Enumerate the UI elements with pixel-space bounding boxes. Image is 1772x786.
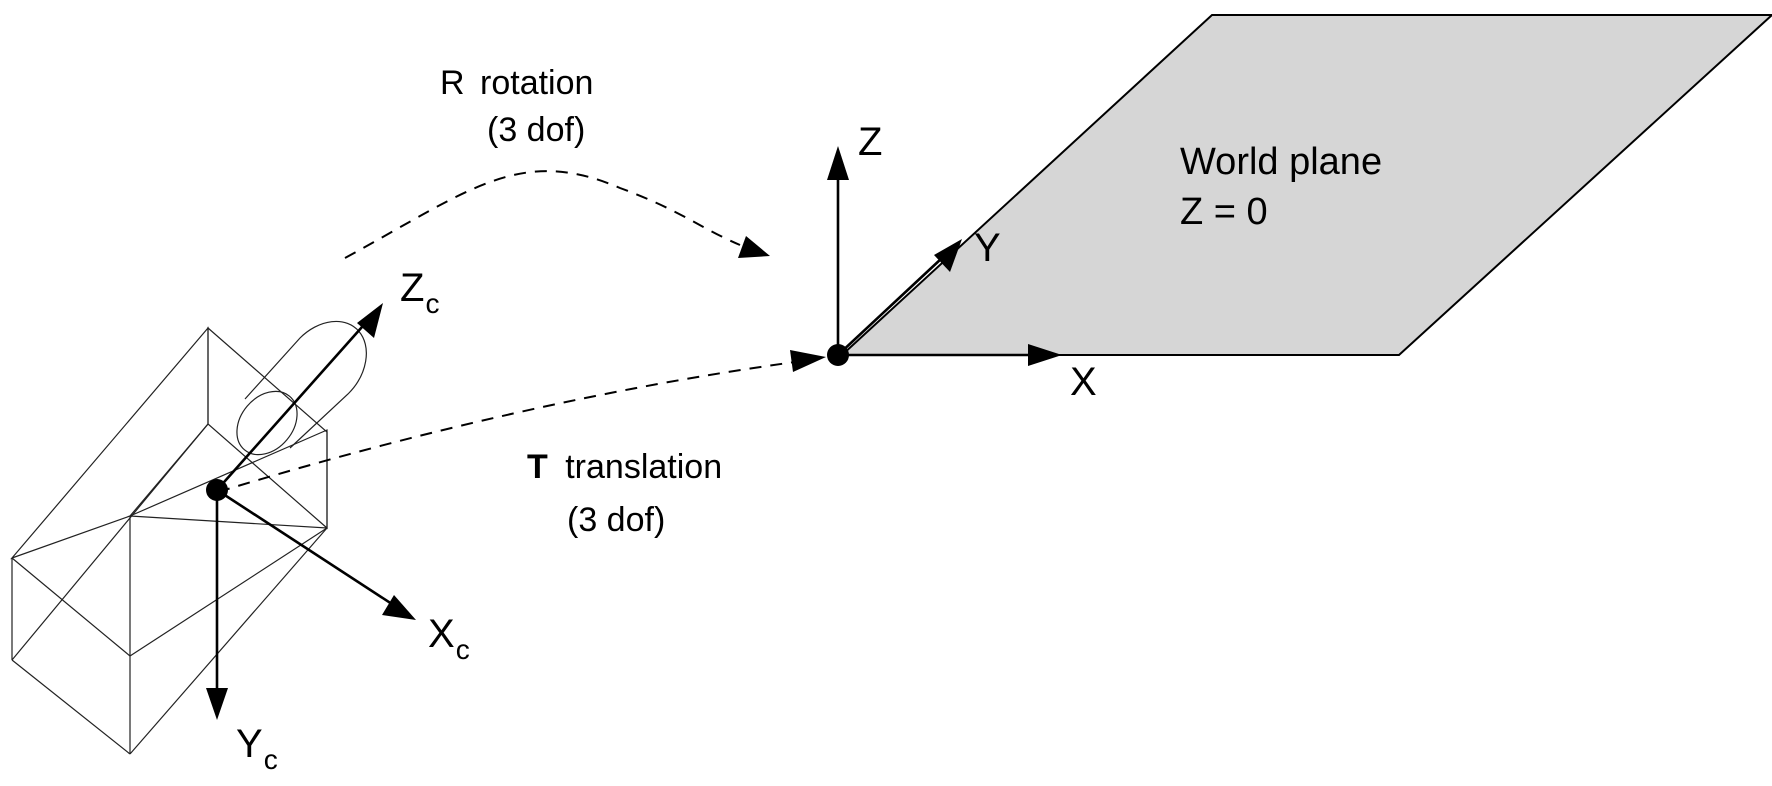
world-axes	[827, 146, 1062, 366]
translation-arrowhead	[790, 350, 826, 372]
world-plane-equation: Z = 0	[1180, 191, 1268, 233]
camera-axis-z-label: Zc	[400, 266, 440, 319]
rotation-label: R rotation	[440, 66, 593, 100]
camera-center-point	[206, 479, 228, 501]
camera-axis-y-label: Yc	[236, 722, 278, 775]
translation-dof: (3 dof)	[567, 501, 666, 539]
rotation-arrowhead	[738, 236, 770, 258]
world-axis-z-label: Z	[858, 120, 883, 164]
translation-symbol: T	[527, 448, 548, 486]
world-axis-y-label: Y	[974, 226, 1001, 270]
rotation-text: rotation	[480, 64, 594, 102]
translation-label: T translation	[527, 450, 722, 484]
rotation-arc	[344, 170, 741, 259]
translation-text: translation	[565, 448, 723, 486]
camera-axis-x-label: Xc	[428, 612, 470, 665]
camera-lens	[236, 320, 367, 456]
world-plane-title: World plane	[1180, 141, 1383, 183]
camera-axes	[206, 303, 416, 720]
world-axis-x-label: X	[1070, 360, 1097, 404]
rotation-dof: (3 dof)	[487, 111, 586, 149]
rotation-symbol: R	[440, 64, 465, 102]
translation-line	[217, 361, 796, 493]
world-plane	[839, 14, 1772, 356]
world-origin-point	[827, 344, 849, 366]
camera-body	[10, 326, 328, 755]
